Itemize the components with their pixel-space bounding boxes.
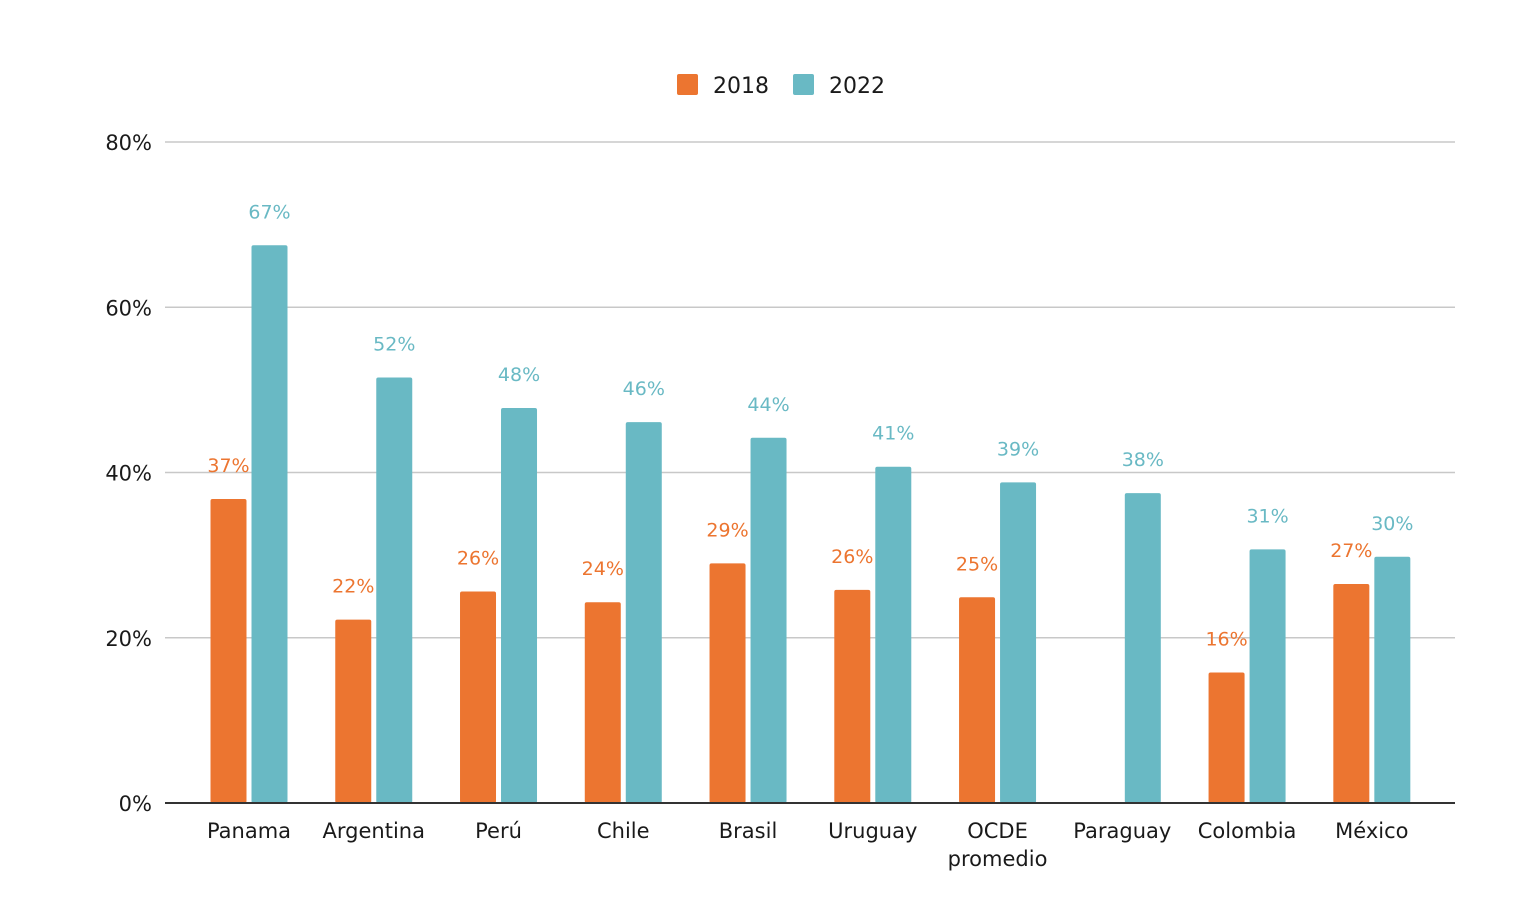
data-label: 25% — [956, 553, 998, 575]
x-tick-label: Paraguay — [1073, 819, 1171, 843]
x-tick-label: Perú — [475, 819, 522, 843]
bar-2018 — [1333, 584, 1370, 803]
x-axis: Panama Argentina Perú Chile Brasil Uruguay OCD… — [165, 802, 1455, 871]
data-label: 46% — [623, 378, 665, 400]
data-label: 27% — [1330, 540, 1372, 562]
bar-2018 — [584, 602, 621, 803]
data-labels: 37% 67% 22% 52% 26% 48% 24% 46% 29% 44% 26% 41% 25% 3… — [207, 201, 1413, 650]
y-tick-label: 20% — [105, 627, 152, 651]
bar-2022 — [1000, 482, 1037, 803]
bar-2018 — [210, 498, 247, 803]
x-tick-label: México — [1335, 819, 1408, 843]
bar-2022 — [251, 245, 288, 803]
x-tick-label: Brasil — [719, 819, 778, 843]
bar-2022 — [750, 437, 787, 803]
bar-2022 — [376, 377, 413, 803]
data-label: 26% — [831, 546, 873, 568]
y-axis: 0% 20% 40% 60% 80% — [105, 131, 152, 816]
data-label: 52% — [373, 333, 415, 355]
legend-label: 2022 — [829, 74, 885, 99]
data-label: 39% — [997, 438, 1039, 460]
bar-2022 — [501, 408, 538, 803]
data-label: 37% — [207, 455, 249, 477]
data-label: 67% — [248, 201, 290, 223]
data-label: 30% — [1371, 513, 1413, 535]
bar-2018 — [709, 563, 746, 803]
bar-2022 — [1374, 556, 1411, 803]
data-label: 31% — [1246, 505, 1288, 527]
bar-2022 — [875, 466, 912, 803]
x-tick-label: Colombia — [1198, 819, 1297, 843]
x-tick-label: Chile — [597, 819, 650, 843]
x-tick-label: OCDE promedio — [948, 819, 1048, 871]
bar-2022 — [1249, 549, 1286, 803]
legend: 2018 2022 — [677, 74, 885, 99]
x-tick-label: Panama — [207, 819, 291, 843]
data-label: 22% — [332, 576, 374, 598]
legend-label: 2018 — [713, 74, 769, 99]
data-label: 44% — [747, 394, 789, 416]
x-tick-label: Argentina — [323, 819, 425, 843]
bar-2018 — [1208, 672, 1245, 803]
bars — [210, 245, 1411, 803]
bar-2018 — [959, 597, 996, 803]
bar-2018 — [335, 619, 372, 803]
bar-2018 — [834, 589, 871, 803]
bar-2018 — [460, 591, 497, 803]
data-label: 29% — [706, 519, 748, 541]
legend-swatch — [677, 74, 698, 95]
y-tick-label: 60% — [105, 296, 152, 320]
data-label: 24% — [582, 558, 624, 580]
y-tick-label: 40% — [105, 462, 152, 486]
bar-2022 — [625, 422, 662, 803]
data-label: 16% — [1205, 628, 1247, 650]
y-tick-label: 80% — [105, 131, 152, 155]
x-tick-label: Uruguay — [828, 819, 917, 843]
legend-swatch — [793, 74, 814, 95]
data-label: 41% — [872, 423, 914, 445]
bar-2022 — [1124, 493, 1161, 803]
data-label: 26% — [457, 547, 499, 569]
data-label: 48% — [498, 364, 540, 386]
data-label: 38% — [1122, 449, 1164, 471]
y-tick-label: 0% — [119, 792, 152, 816]
